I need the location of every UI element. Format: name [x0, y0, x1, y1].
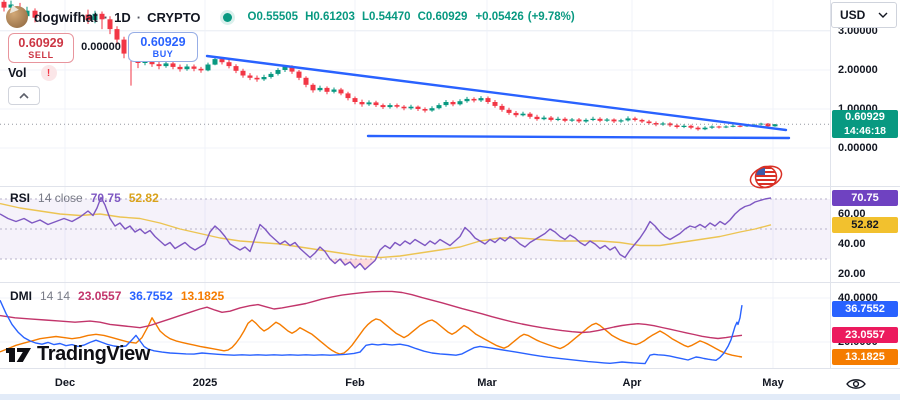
- axis-label: 40.0000: [838, 291, 878, 304]
- close-label: C: [417, 11, 426, 23]
- time-axis-label[interactable]: Mar: [477, 377, 497, 389]
- sell-label: SELL: [28, 50, 54, 60]
- tradingview-mark-icon: [6, 347, 31, 362]
- axis-label: 60.00: [838, 207, 866, 220]
- open-value: 0.55505: [256, 11, 299, 23]
- axis-label: 2.00000: [838, 63, 878, 76]
- axis-label: 40.00: [838, 237, 866, 250]
- plus-di-badge: 36.7552: [832, 301, 898, 318]
- buy-label: BUY: [152, 49, 174, 59]
- symbol-logo-icon[interactable]: [6, 6, 28, 28]
- dmi-name: DMI: [10, 289, 32, 303]
- close-value: 0.60929: [425, 11, 468, 23]
- time-axis-label[interactable]: Dec: [54, 377, 76, 389]
- adx-badge: 23.0557: [832, 327, 898, 344]
- sell-button[interactable]: 0.60929 SELL: [8, 33, 74, 63]
- separator: ·: [103, 9, 109, 25]
- rsi-params: 14 close: [38, 191, 83, 205]
- minus-di-badge: 13.1825: [832, 348, 898, 365]
- warning-icon[interactable]: !: [40, 65, 57, 81]
- rsi-value: 70.75: [90, 191, 121, 205]
- rsi-indicator-title[interactable]: RSI 14 close 70.75 52.82: [10, 191, 159, 205]
- dmi-params: 14 14: [40, 289, 71, 303]
- separator: ·: [136, 9, 142, 25]
- volume-indicator-row[interactable]: Vol !: [8, 65, 57, 81]
- axis-label: 20.00: [838, 267, 866, 280]
- rsi-badge: 70.75: [832, 189, 898, 206]
- chevron-up-icon: [19, 92, 29, 99]
- currency-dropdown[interactable]: USD: [831, 2, 897, 28]
- interval-label[interactable]: 1D: [114, 9, 131, 25]
- time-axis-label[interactable]: May: [762, 377, 784, 389]
- symbol-name[interactable]: dogwifhat: [34, 9, 98, 25]
- time-axis-label[interactable]: Apr: [622, 377, 642, 389]
- buy-price: 0.60929: [140, 35, 186, 49]
- price-axis[interactable]: 3.00000 2.00000 1.00000 0.00000 60.00 40.00 20…: [831, 0, 900, 368]
- time-axis[interactable]: Dec 2025 Feb Mar Apr May: [0, 369, 830, 395]
- rsi-ma-value: 52.82: [128, 191, 159, 205]
- us-flag-event-icon[interactable]: [748, 163, 785, 192]
- dmi-indicator-title[interactable]: DMI 14 14 23.0557 36.7552 13.1825: [10, 289, 224, 303]
- collapse-panel-button[interactable]: [8, 86, 40, 105]
- market-status-icon[interactable]: [222, 12, 232, 22]
- rsi-ma-badge: 52.82: [832, 216, 898, 233]
- market-label[interactable]: CRYPTO: [147, 9, 201, 25]
- minus-di-value: 13.1825: [180, 289, 225, 303]
- adx-value: 23.0557: [78, 289, 122, 303]
- sell-price: 0.60929: [18, 36, 64, 50]
- high-label: H: [305, 11, 314, 23]
- change-percent: (+9.78%): [527, 11, 575, 23]
- axis-label: 0.00000: [838, 141, 878, 154]
- time-axis-label[interactable]: Feb: [345, 377, 365, 389]
- time-axis-eye-icon[interactable]: [845, 376, 867, 397]
- change-value: +0.05426: [475, 11, 524, 23]
- low-value: 0.54470: [368, 11, 411, 23]
- high-value: 0.61203: [313, 11, 355, 23]
- bottom-edge: [0, 394, 900, 400]
- last-price-badge: 0.60929 14:46:18: [832, 110, 898, 139]
- chevron-down-icon: [878, 12, 888, 18]
- chart-header: dogwifhat · 1D · CRYPTO O 0.55505 H 0.6120…: [6, 6, 575, 28]
- ohlc-readout: O 0.55505 H 0.61203 L 0.54470 C 0.60929 +0.0…: [248, 11, 575, 23]
- tradingview-text: TradingView: [37, 343, 151, 365]
- tradingview-logo[interactable]: TradingView: [6, 343, 150, 366]
- low-label: L: [361, 11, 369, 23]
- currency-label: USD: [840, 8, 866, 22]
- spread-value: 0.00000: [81, 41, 121, 53]
- time-axis-label[interactable]: 2025: [192, 377, 218, 389]
- volume-label: Vol: [8, 66, 27, 80]
- plus-di-value: 36.7552: [129, 289, 173, 303]
- buy-button[interactable]: 0.60929 BUY: [128, 32, 198, 62]
- rsi-name: RSI: [10, 191, 31, 205]
- open-label: O: [247, 11, 257, 23]
